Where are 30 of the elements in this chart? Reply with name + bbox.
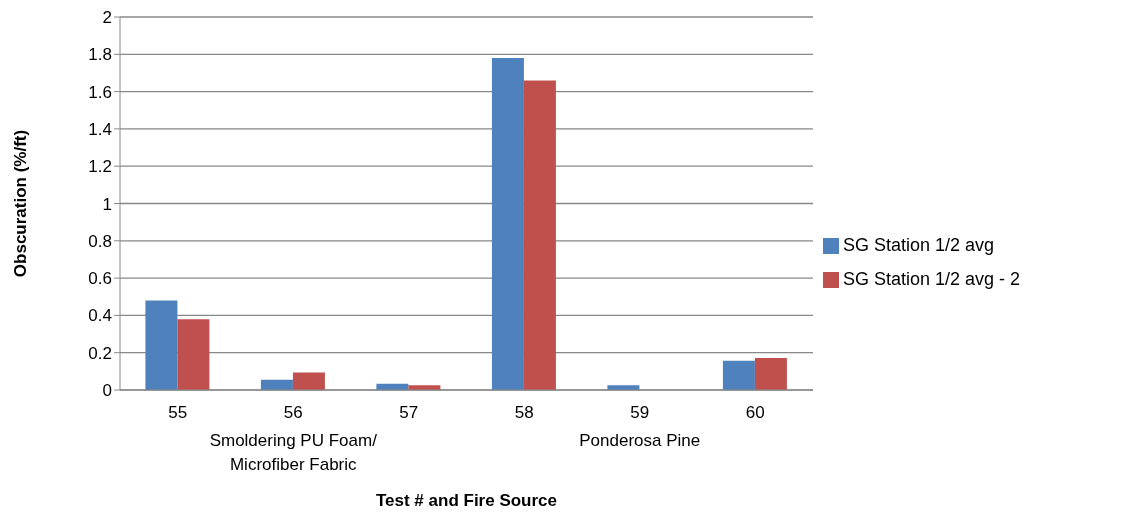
bar	[754, 358, 787, 390]
bar	[491, 58, 524, 390]
y-tick-label: 0	[102, 381, 112, 401]
y-tick-label: 1	[102, 194, 112, 214]
x-tick-label: 58	[514, 403, 534, 422]
y-tick-label: 0.2	[88, 343, 112, 363]
y-axis-title: Obscuration (%/ft)	[11, 129, 31, 278]
y-tick-label: 2	[102, 8, 112, 28]
bar	[145, 300, 178, 390]
y-tick-label: 0.6	[88, 269, 112, 289]
y-tick-label: 1.2	[88, 157, 112, 177]
bar	[177, 319, 210, 390]
text: Ponderosa Pine	[579, 431, 701, 450]
x-axis-title: Test # and Fire Source	[375, 491, 558, 510]
bar	[292, 372, 325, 390]
text: Smoldering PU Foam/ Microfiber Fabric	[209, 431, 378, 474]
x-tick-label: 59	[630, 403, 650, 422]
y-tick-label: 1.6	[88, 82, 112, 102]
x-tick-label: 57	[399, 403, 419, 422]
x-tick-label: 60	[745, 403, 765, 422]
y-tick-label: 1.8	[88, 45, 112, 65]
legend-label: SG Station 1/2 avg	[843, 235, 995, 255]
y-tick-label: 0.4	[88, 306, 112, 326]
y-tick-label: 0.8	[88, 231, 112, 251]
x-tick-label: 56	[283, 403, 303, 422]
x-tick-label: 55	[168, 403, 188, 422]
y-tick-label: 1.4	[88, 119, 112, 139]
legend-label: SG Station 1/2 avg - 2	[843, 269, 1021, 289]
bar	[523, 80, 556, 390]
bar	[722, 360, 755, 390]
